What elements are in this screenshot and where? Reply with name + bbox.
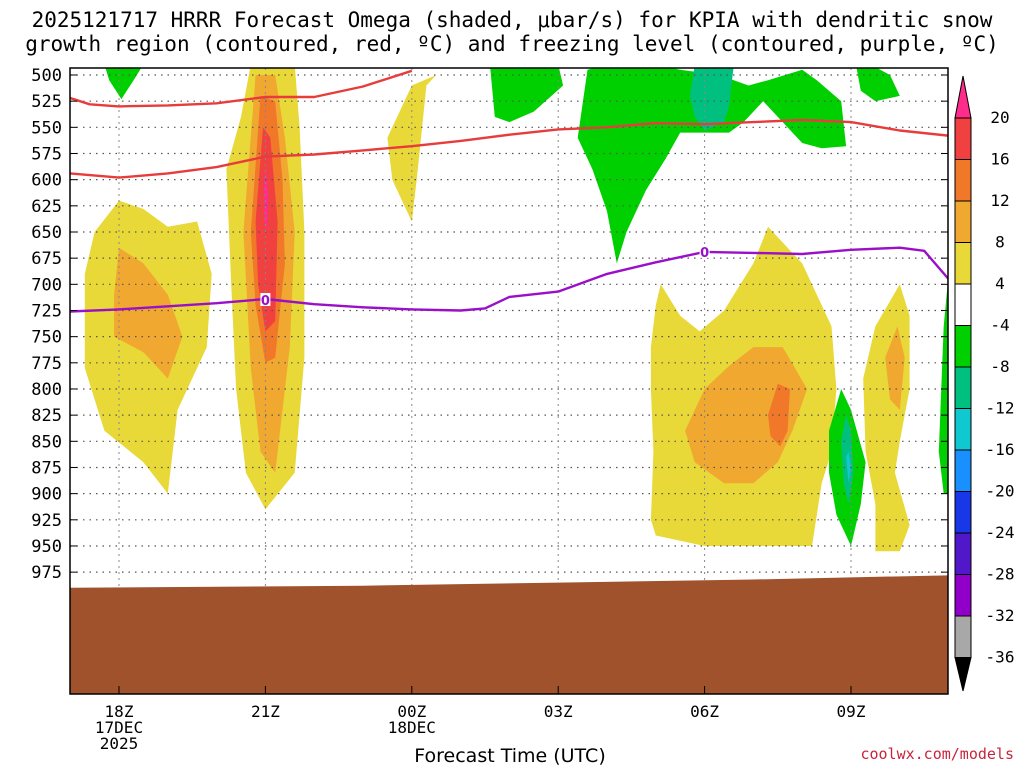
freezing-label-bg [699, 244, 710, 258]
x-tick-label: 2025 [100, 734, 139, 753]
y-tick-label: 550 [31, 118, 62, 138]
colorbar-label: -24 [986, 523, 1015, 542]
y-tick-label: 875 [31, 458, 62, 478]
colorbar-cell [954, 242, 972, 285]
colorbar-label: -28 [986, 565, 1015, 584]
y-tick-label: 575 [31, 144, 62, 164]
colorbar-arrow-top [954, 75, 972, 119]
omega-region-10 [577, 68, 847, 264]
dendritic-contour-0 [70, 69, 413, 108]
terrain [70, 575, 948, 694]
colorbar-label: -4 [990, 316, 1009, 335]
contours: 00 [70, 69, 948, 313]
colorbar-cell [954, 449, 972, 492]
omega-region-11 [690, 68, 734, 131]
y-tick-label: 525 [31, 92, 62, 112]
y-tick-label: 775 [31, 354, 62, 374]
colorbar-label: 12 [990, 191, 1009, 210]
dendritic-contour-1 [70, 118, 948, 179]
y-tick-label: 975 [31, 563, 62, 583]
colorbar-label: -36 [986, 648, 1015, 667]
colorbar-cell [954, 200, 972, 243]
colorbar-cell [954, 159, 972, 202]
chart-title-line-1: 2025121717 HRRR Forecast Omega (shaded, … [31, 8, 993, 32]
y-tick-label: 900 [31, 485, 62, 505]
plot-frame [69, 67, 949, 695]
y-tick-label: 600 [31, 171, 62, 191]
y-axis-ticks: 500 525 550 575 600 625 650 675 700 725 750 775 800 8… [31, 66, 948, 583]
grid-lines [70, 68, 948, 694]
x-tick-label: 00Z [397, 702, 426, 721]
colorbar-label: -32 [986, 606, 1015, 625]
colorbar-label: 16 [990, 150, 1009, 169]
terrain-fill [70, 575, 948, 694]
y-tick-label: 625 [31, 197, 62, 217]
freezing-level-label: 0 [261, 294, 270, 309]
y-tick-label: 850 [31, 432, 62, 452]
colorbar: 20 16 12 8 4 -4 -8 -12 -16 -20 -24 -28 -32 -36 [954, 75, 1015, 692]
x-tick-label: 21Z [251, 702, 280, 721]
colorbar-cell [954, 615, 972, 658]
y-tick-label: 500 [31, 66, 62, 86]
colorbar-label: -8 [990, 357, 1009, 376]
colorbar-label: 20 [990, 108, 1009, 127]
y-tick-label: 650 [31, 223, 62, 243]
x-tick-label: 17DEC [95, 718, 143, 737]
omega-region-8 [105, 68, 142, 100]
colorbar-label: 4 [995, 274, 1005, 293]
credit-link[interactable]: coolwx.com/models [860, 745, 1014, 763]
colorbar-label: 8 [995, 233, 1005, 252]
y-tick-label: 675 [31, 249, 62, 269]
omega-region-20 [846, 451, 851, 484]
y-tick-label: 825 [31, 406, 62, 426]
x-tick-label: 03Z [544, 702, 573, 721]
x-tick-label: 18DEC [388, 718, 436, 737]
y-tick-label: 725 [31, 301, 62, 321]
omega-region-9 [490, 68, 564, 123]
omega-region-1 [114, 247, 183, 379]
omega-region-21 [938, 280, 948, 494]
x-tick-label: 06Z [690, 702, 719, 721]
omega-region-12 [856, 68, 900, 102]
colorbar-cell [954, 283, 972, 326]
freezing-level-contour [70, 246, 948, 313]
colorbar-label: -20 [986, 482, 1015, 501]
omega-region-6 [263, 169, 269, 232]
y-tick-label: 925 [31, 511, 62, 531]
colorbar-cell [954, 574, 972, 617]
colorbar-cell [954, 366, 972, 409]
x-tick-label: 18Z [105, 702, 134, 721]
x-tick-label: 09Z [837, 702, 866, 721]
freezing-label-bg [260, 293, 271, 307]
colorbar-arrow-bottom [954, 657, 972, 692]
colorbar-cell [954, 532, 972, 575]
colorbar-cell [954, 408, 972, 451]
omega-region-16 [863, 284, 910, 552]
colorbar-cell [954, 117, 972, 160]
omega-shading [84, 68, 948, 552]
freezing-level-label: 0 [700, 246, 709, 261]
y-tick-label: 700 [31, 275, 62, 295]
y-tick-label: 750 [31, 328, 62, 348]
y-tick-label: 800 [31, 380, 62, 400]
colorbar-cell [954, 491, 972, 534]
colorbar-label: -12 [986, 399, 1015, 418]
x-axis-title: Forecast Time (UTC) [414, 745, 606, 767]
chart-title-line-2: growth region (contoured, red, ºC) and f… [25, 32, 999, 56]
colorbar-cell [954, 325, 972, 368]
colorbar-label: -16 [986, 440, 1015, 459]
y-tick-label: 950 [31, 537, 62, 557]
